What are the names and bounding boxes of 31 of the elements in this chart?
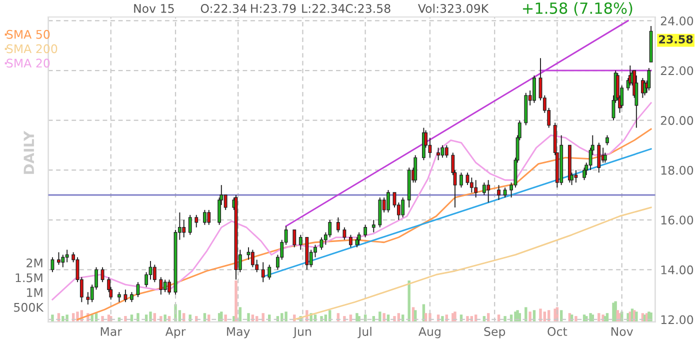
legend-label: SMA 50: [6, 30, 50, 39]
y-tick-label: 22.00: [660, 66, 694, 76]
text: C:23.58: [346, 4, 390, 13]
y2-tick-label: 1.5M: [16, 273, 42, 282]
x-tick-label: Mar: [100, 327, 122, 336]
y-tick-label: 20.00: [660, 116, 694, 125]
x-tick-label: Aug: [418, 327, 440, 338]
x-tick-label: May: [227, 327, 250, 338]
text: +1.58 (7.18%): [522, 2, 632, 16]
y-tick-label: 24.00: [660, 16, 694, 26]
legend-label: SMA 20: [6, 58, 50, 68]
text: L:22.34: [302, 4, 345, 13]
y2-tick-label: 2M: [26, 258, 42, 268]
annotation: 23.58: [659, 35, 693, 44]
x-tick-label: Jul: [358, 326, 372, 338]
x-tick-label: Apr: [165, 327, 186, 338]
y2-tick-label: 500K: [14, 302, 44, 312]
x-tick-label: Sep: [484, 327, 506, 338]
y-tick-label: 16.00: [661, 216, 694, 225]
text: H:23.79: [251, 4, 296, 13]
y2-tick-label: 1M: [27, 288, 42, 297]
y-tick-label: 14.00: [661, 265, 694, 274]
y-tick-label: 12.00: [661, 315, 694, 324]
text: Nov 15: [134, 4, 174, 13]
text: Vol:323.09K: [418, 4, 489, 13]
x-tick-label: Jun: [292, 327, 311, 338]
x-tick-label: Nov: [611, 327, 633, 336]
legend-label: SMA 200: [6, 44, 58, 54]
x-tick-label: Oct: [548, 327, 568, 336]
text: O:22.34: [200, 4, 246, 13]
y-tick-label: 18.00: [661, 166, 694, 175]
